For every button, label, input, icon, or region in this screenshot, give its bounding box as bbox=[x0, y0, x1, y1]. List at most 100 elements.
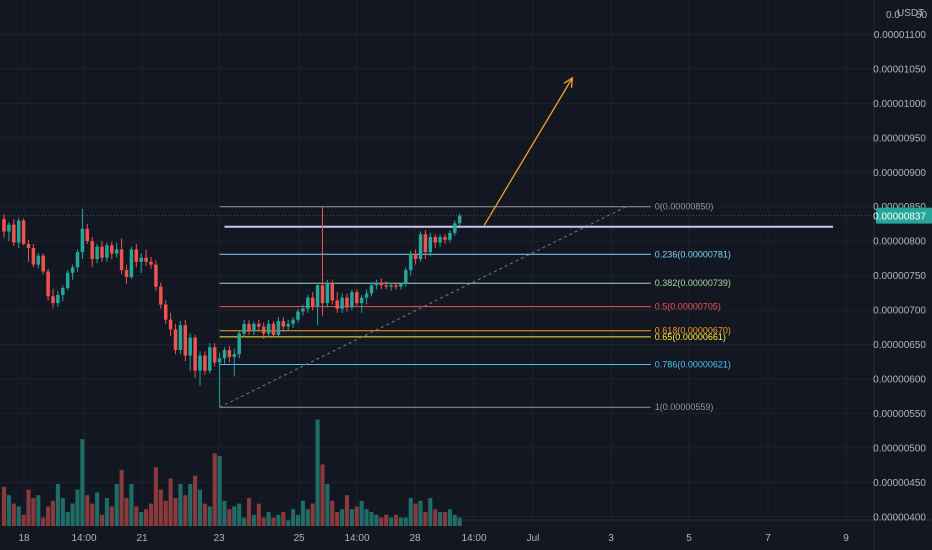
candle-body bbox=[374, 282, 379, 286]
volume-bar bbox=[344, 495, 350, 526]
candle-body bbox=[418, 234, 423, 260]
candle-body bbox=[188, 337, 192, 356]
fib-level-label: 0.382(0.00000739) bbox=[655, 278, 731, 288]
candle-body bbox=[198, 355, 202, 371]
candle-body bbox=[315, 285, 320, 306]
price-axis-tick-label: 0.00000800 bbox=[873, 237, 926, 248]
volume-bar bbox=[310, 503, 315, 526]
volume-bar bbox=[232, 506, 237, 526]
volume-bar bbox=[46, 506, 51, 526]
candle-body bbox=[36, 255, 41, 265]
candle-body bbox=[26, 243, 31, 249]
volume-bar bbox=[320, 464, 325, 526]
volume-bar bbox=[364, 509, 369, 526]
projection-arrow-line bbox=[483, 77, 573, 226]
volume-bar bbox=[99, 514, 105, 526]
candle-body bbox=[124, 270, 129, 277]
volume-bar bbox=[379, 517, 384, 526]
volume-bar bbox=[217, 456, 222, 526]
candle-body bbox=[134, 249, 139, 262]
fib-level-label: 0.65(0.00000661) bbox=[655, 332, 726, 342]
volume-bar bbox=[139, 512, 144, 526]
candle-body bbox=[203, 355, 207, 371]
volume-bar bbox=[438, 512, 443, 526]
volume-bar bbox=[384, 514, 389, 526]
volume-bar bbox=[349, 509, 354, 526]
volume-bar bbox=[173, 498, 178, 526]
candle-body bbox=[335, 300, 339, 309]
candle-body bbox=[301, 308, 305, 312]
candle-body bbox=[408, 253, 413, 271]
volume-bar bbox=[413, 503, 418, 526]
volume-bar bbox=[188, 484, 193, 526]
volume-bar bbox=[6, 495, 11, 526]
candle-body bbox=[12, 224, 16, 243]
candle-body bbox=[428, 237, 433, 253]
candle-body bbox=[105, 245, 109, 258]
volume-bar bbox=[114, 484, 119, 526]
time-axis-tick-label: 14:00 bbox=[71, 533, 96, 544]
candle-body bbox=[453, 223, 457, 233]
candle-body bbox=[423, 234, 428, 253]
volume-bar bbox=[300, 500, 305, 526]
time-axis-tick-label: 21 bbox=[136, 533, 148, 544]
candle-body bbox=[159, 286, 163, 305]
fib-level-label: 0.786(0.00000621) bbox=[655, 359, 731, 369]
candle-body bbox=[85, 228, 90, 242]
volume-bar bbox=[168, 478, 173, 526]
volume-bar bbox=[197, 489, 203, 526]
candle-body bbox=[247, 323, 251, 331]
price-axis-tick-label: 0.00000900 bbox=[873, 168, 926, 179]
candle-body bbox=[212, 347, 217, 363]
volume-bar bbox=[124, 498, 129, 526]
fib-level-label: 0.5(0.00000705) bbox=[655, 302, 721, 312]
candle-body bbox=[21, 220, 26, 244]
candles bbox=[2, 206, 462, 408]
volume-bar bbox=[447, 509, 452, 526]
volume-bar bbox=[183, 495, 188, 526]
volume-bar bbox=[433, 509, 438, 526]
volume-bar bbox=[418, 500, 423, 526]
volume-bar bbox=[11, 503, 16, 526]
candle-body bbox=[350, 292, 354, 308]
fibonacci-retracement: 0(0.00000850) 0.236(0.00000781) 0.382(0.00… bbox=[219, 202, 731, 412]
volume-bar bbox=[354, 506, 359, 526]
volume-bar bbox=[315, 419, 320, 526]
fib-level-label: 0(0.00000850) bbox=[655, 202, 714, 212]
volume-bar bbox=[75, 489, 80, 526]
price-axis-tick-label: 0.00000450 bbox=[873, 478, 926, 489]
price-axis-tick-label: 0.00000500 bbox=[873, 443, 926, 454]
time-axis-tick-label: 9 bbox=[843, 533, 849, 544]
candle-body bbox=[183, 325, 188, 356]
candle-body bbox=[252, 323, 256, 331]
candle-body bbox=[222, 350, 227, 359]
candle-body bbox=[31, 248, 36, 265]
candle-body bbox=[2, 219, 6, 232]
time-axis-tick-label: 18 bbox=[18, 533, 30, 544]
candle-body bbox=[100, 246, 104, 258]
candle-body bbox=[149, 261, 153, 265]
volume-bar bbox=[251, 514, 256, 526]
volume-bar bbox=[261, 517, 266, 526]
volume-bar bbox=[227, 509, 232, 526]
fib-level-label: 1(0.00000559) bbox=[655, 402, 714, 412]
candle-body bbox=[110, 245, 114, 254]
volume-bars bbox=[1, 419, 462, 526]
time-axis-tick-label: 23 bbox=[213, 533, 225, 544]
candle-body bbox=[242, 323, 246, 334]
volume-bar bbox=[90, 503, 95, 526]
candle-body bbox=[261, 326, 266, 334]
candle-body bbox=[359, 297, 364, 304]
volume-bar bbox=[55, 484, 60, 526]
volume-bar bbox=[340, 509, 345, 526]
volume-bar bbox=[26, 489, 31, 526]
candle-body bbox=[310, 297, 315, 306]
volume-bar bbox=[305, 509, 310, 526]
volume-bar bbox=[442, 512, 448, 526]
volume-bar bbox=[60, 498, 65, 526]
volume-bar bbox=[246, 498, 252, 526]
candle-body bbox=[114, 249, 119, 254]
candle-body bbox=[286, 323, 290, 327]
currency-label: USDT bbox=[897, 8, 924, 19]
